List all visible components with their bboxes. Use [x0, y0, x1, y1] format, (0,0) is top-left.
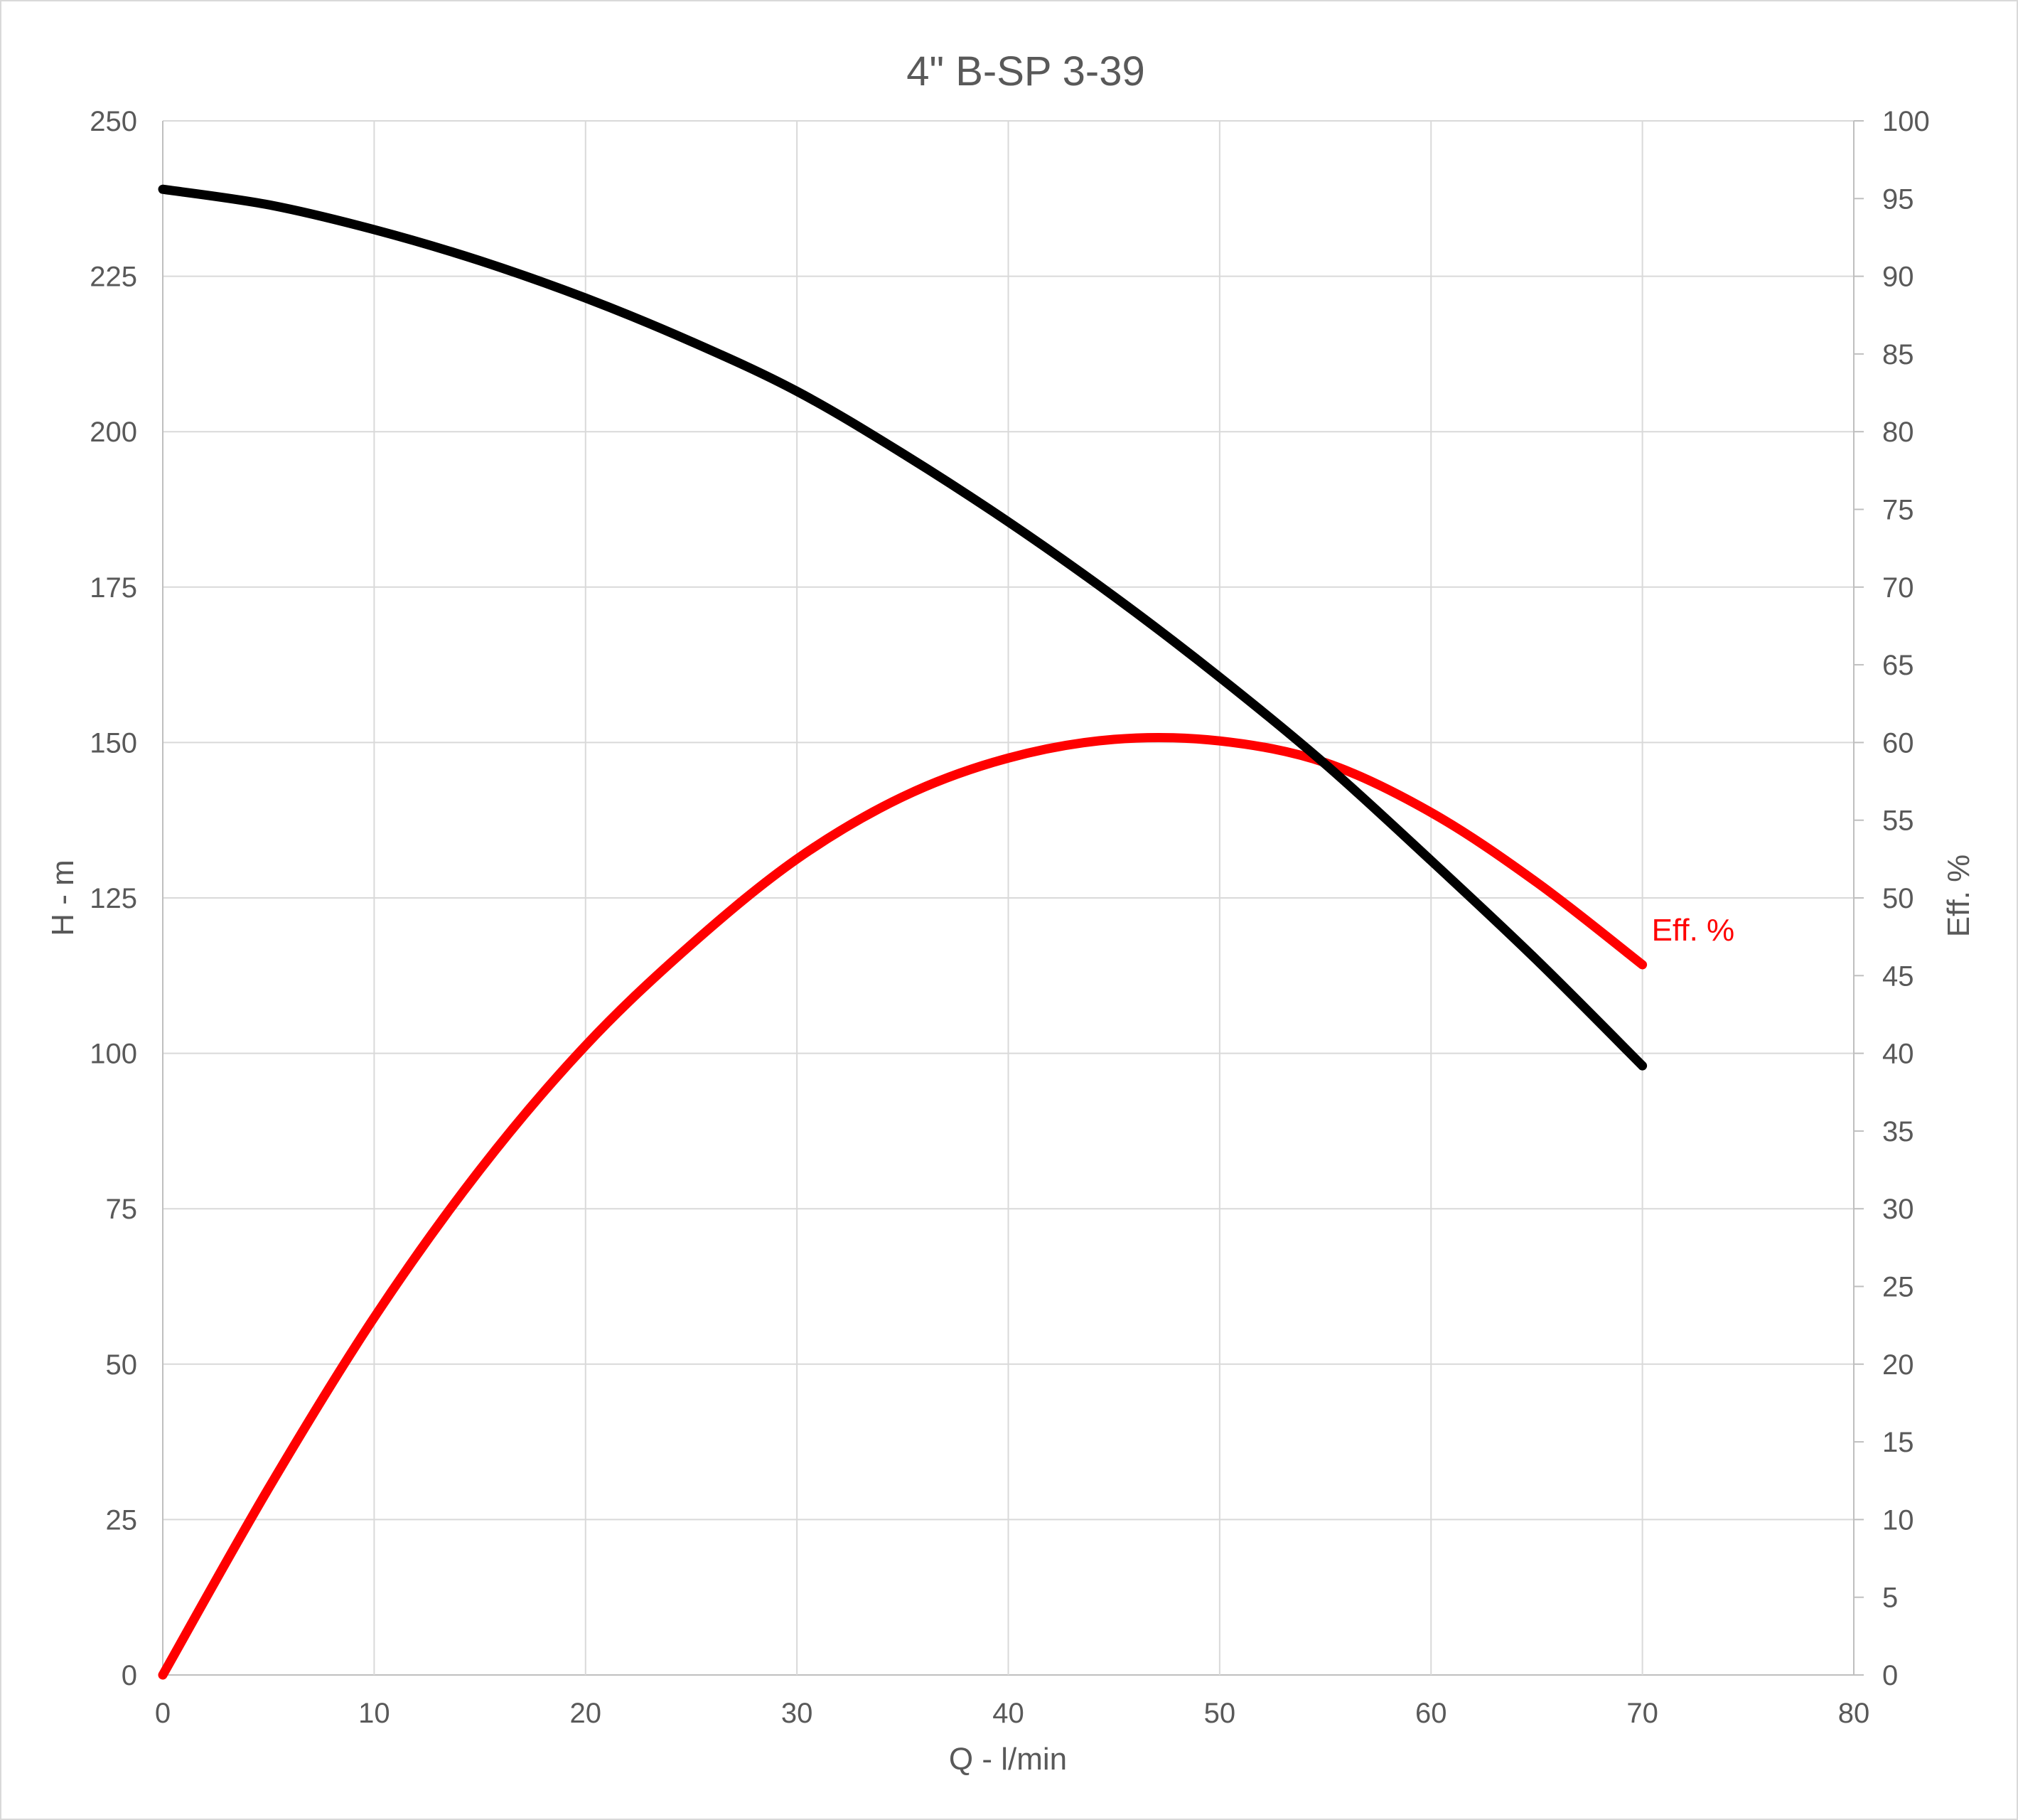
y-left-tick-label: 50 — [106, 1349, 138, 1381]
y-left-tick-label: 75 — [106, 1194, 138, 1225]
y-right-tick-label: 65 — [1882, 650, 1914, 681]
y-right-tick-label: 45 — [1882, 960, 1914, 992]
y-right-tick-label: 90 — [1882, 262, 1914, 293]
y-right-tick-label: 80 — [1882, 417, 1914, 448]
y-left-tick-label: 125 — [90, 883, 137, 914]
y-left-tick-label: 200 — [90, 417, 137, 448]
y-left-tick-label: 100 — [90, 1039, 137, 1070]
y-axis-right-title: Eff. % — [1941, 855, 1976, 938]
y-right-tick-label: 30 — [1882, 1194, 1914, 1225]
y-left-tick-label: 175 — [90, 572, 137, 604]
x-tick-label: 30 — [781, 1698, 813, 1729]
y-right-tick-label: 15 — [1882, 1427, 1914, 1458]
x-tick-label: 20 — [570, 1698, 602, 1729]
chart-title: 4" B-SP 3-39 — [906, 48, 1144, 95]
x-tick-label: 50 — [1204, 1698, 1236, 1729]
y-right-tick-label: 20 — [1882, 1349, 1914, 1381]
x-tick-label: 80 — [1838, 1698, 1870, 1729]
y-right-tick-label: 100 — [1882, 106, 1930, 137]
y-left-tick-label: 25 — [106, 1504, 138, 1536]
x-tick-label: 60 — [1415, 1698, 1447, 1729]
x-tick-label: 40 — [992, 1698, 1024, 1729]
y-right-tick-label: 50 — [1882, 883, 1914, 914]
x-tick-label: 0 — [155, 1698, 171, 1729]
y-right-tick-label: 0 — [1882, 1660, 1898, 1691]
y-axis-left-title: H - m — [45, 860, 80, 936]
y-left-tick-label: 250 — [90, 106, 137, 137]
efficiency-curve — [158, 732, 1648, 1680]
x-tick-label: 10 — [358, 1698, 390, 1729]
x-tick-label: 70 — [1626, 1698, 1658, 1729]
x-axis-title: Q - l/min — [949, 1742, 1067, 1777]
y-right-tick-label: 5 — [1882, 1583, 1898, 1614]
y-right-tick-label: 10 — [1882, 1504, 1914, 1536]
head-curve — [158, 184, 1648, 1071]
efficiency-curve-label: Eff. % — [1652, 913, 1735, 948]
y-right-tick-label: 70 — [1882, 572, 1914, 604]
y-right-tick-label: 75 — [1882, 495, 1914, 526]
y-left-tick-label: 150 — [90, 727, 137, 759]
y-left-tick-label: 0 — [122, 1660, 137, 1691]
y-right-tick-label: 40 — [1882, 1039, 1914, 1070]
y-right-tick-label: 55 — [1882, 805, 1914, 837]
y-left-tick-label: 225 — [90, 262, 137, 293]
plot-group: 0255075100125150175200225250051015202530… — [90, 106, 1930, 1729]
y-right-tick-label: 60 — [1882, 727, 1914, 759]
y-right-tick-label: 85 — [1882, 339, 1914, 370]
y-right-tick-label: 95 — [1882, 183, 1914, 215]
y-right-tick-label: 35 — [1882, 1116, 1914, 1147]
y-right-tick-label: 25 — [1882, 1272, 1914, 1303]
